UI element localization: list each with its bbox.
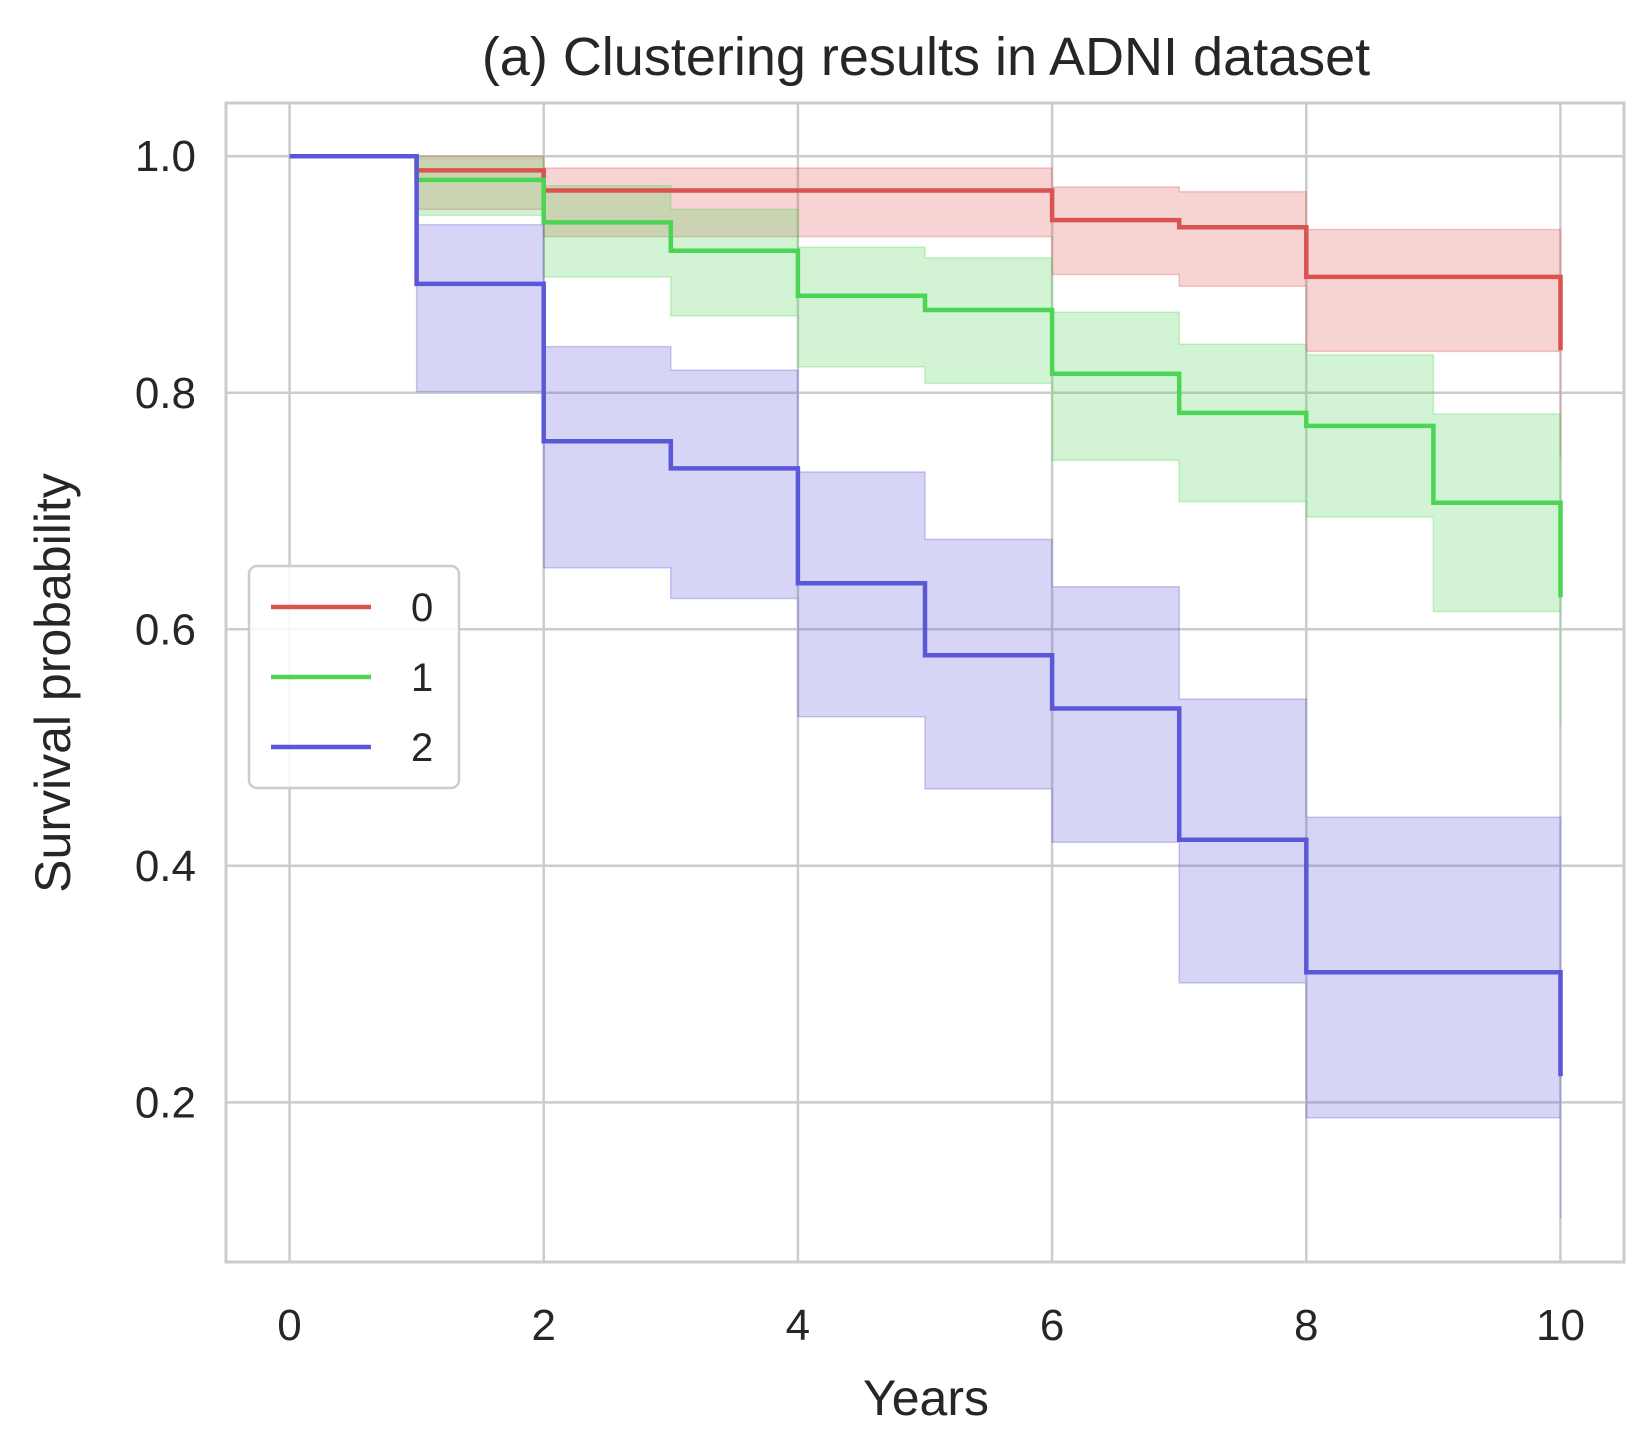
chart-title: (a) Clustering results in ADNI dataset bbox=[482, 27, 1370, 87]
x-tick-label: 4 bbox=[786, 1301, 810, 1350]
y-tick-label: 1.0 bbox=[135, 132, 196, 181]
x-tick-label: 6 bbox=[1040, 1301, 1064, 1350]
plot-frame bbox=[224, 101, 1626, 1264]
y-tick-labels: 0.2 0.4 0.6 0.8 1.0 bbox=[135, 132, 196, 1127]
y-tick-label: 0.6 bbox=[135, 605, 196, 654]
confidence-bands bbox=[289, 155, 1562, 1219]
legend: 0 1 2 bbox=[247, 564, 461, 790]
y-axis-label: Survival probability bbox=[25, 473, 81, 893]
x-tick-label: 10 bbox=[1536, 1301, 1585, 1350]
survival-curves bbox=[289, 153, 1563, 1077]
legend-label-series-0: 0 bbox=[411, 586, 433, 630]
x-tick-label: 0 bbox=[277, 1301, 301, 1350]
legend-label-series-2: 2 bbox=[411, 726, 433, 770]
x-tick-labels: 0 2 4 6 8 10 bbox=[277, 1301, 1585, 1350]
survival-line-series-2 bbox=[289, 153, 1563, 1077]
x-tick-label: 2 bbox=[531, 1301, 555, 1350]
y-tick-label: 0.8 bbox=[135, 369, 196, 418]
y-tick-label: 0.2 bbox=[135, 1078, 196, 1127]
ci-band-series-0 bbox=[289, 155, 1562, 458]
legend-label-series-1: 1 bbox=[411, 656, 433, 700]
x-axis-label: Years bbox=[863, 1370, 989, 1426]
y-tick-label: 0.4 bbox=[135, 842, 196, 891]
x-tick-label: 8 bbox=[1294, 1301, 1318, 1350]
survival-line-series-1 bbox=[289, 153, 1563, 598]
